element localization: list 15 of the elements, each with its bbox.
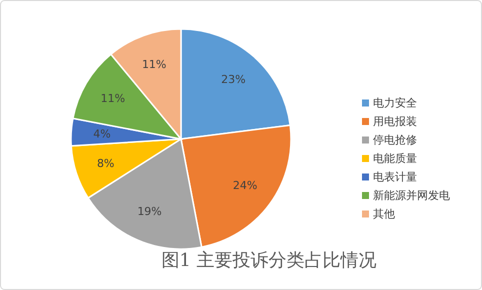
text: 图1 主要投诉分类占比情况 — [161, 250, 377, 271]
legend-label: 电力安全 — [373, 96, 417, 110]
data-label: 8% — [96, 156, 114, 170]
legend-label: 其他 — [373, 208, 395, 220]
data-label: 11% — [142, 58, 166, 71]
legend-label: 用电报装 — [373, 115, 417, 128]
legend-label: 新能源并网发电 — [373, 189, 450, 202]
legend-label: 电表计量 — [373, 170, 417, 184]
data-label: 23% — [221, 73, 246, 86]
data-label: 4% — [93, 128, 111, 141]
data-label: 24% — [232, 179, 258, 192]
legend-label: 电能质量 — [373, 152, 417, 165]
data-label: 11% — [100, 92, 126, 106]
data-label: 19% — [137, 205, 162, 218]
legend-label: 停电抢修 — [373, 134, 417, 146]
